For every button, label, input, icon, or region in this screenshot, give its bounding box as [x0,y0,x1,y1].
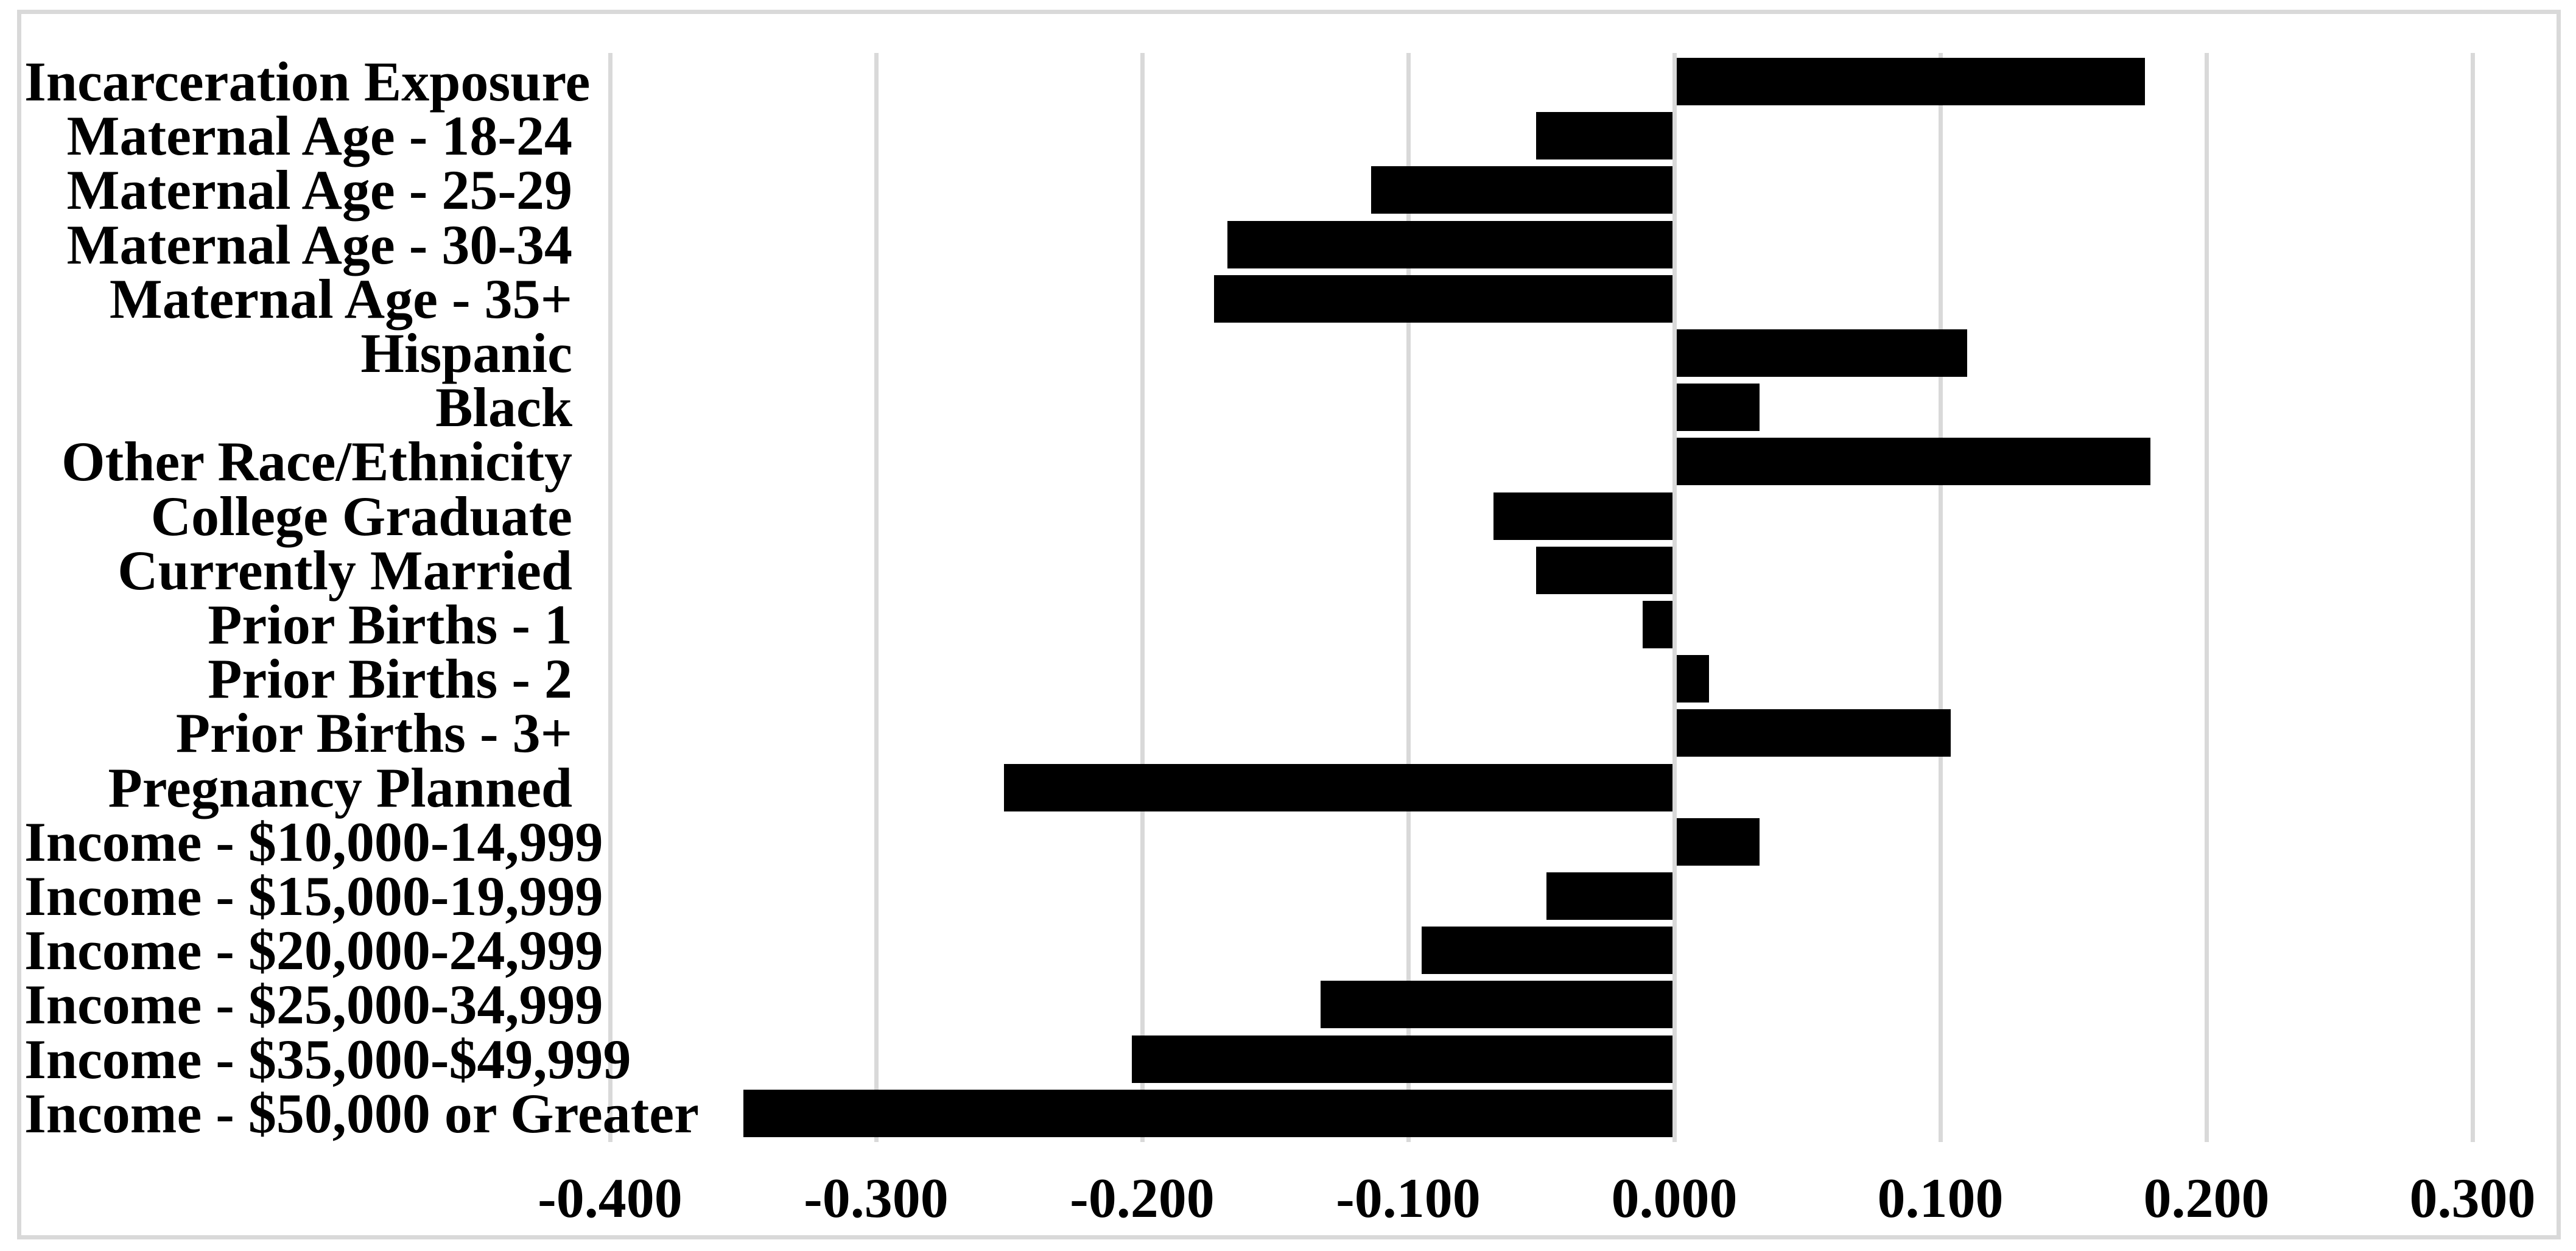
category-label: Maternal Age - 25-29 [66,159,572,222]
category-label: Currently Married [118,539,572,601]
x-tick-label: -0.400 [538,1167,683,1229]
bar [1535,546,1674,594]
category-label: Income - $10,000-14,999 [24,810,603,873]
bar [1674,818,1760,866]
bar [1674,709,1951,757]
x-tick-label: -0.100 [1336,1167,1481,1229]
category-label: Black [435,376,572,439]
chart-frame [17,10,2561,1239]
category-label: Income - $20,000-24,999 [24,919,603,982]
bar [1493,492,1674,540]
bar [1546,872,1674,920]
category-label: Maternal Age - 35+ [109,267,572,330]
gridline--0.100 [1406,53,1411,1142]
bar [1642,601,1674,648]
x-tick-label: -0.200 [1070,1167,1215,1229]
gridline-0.200 [2204,53,2209,1142]
x-tick-label: 0.100 [1877,1167,2004,1229]
category-label: College Graduate [150,485,572,547]
bar [1370,166,1674,214]
bar [1320,981,1674,1029]
gridline--0.200 [1140,53,1145,1142]
category-label: Income - $50,000 or Greater [24,1082,699,1144]
bar [1674,384,1760,432]
category-label: Incarceration Exposure [24,51,591,113]
bar [1003,763,1674,811]
gridline--0.300 [874,53,879,1142]
bar [1674,329,1967,377]
zero-axis-line [1672,53,1677,1142]
gridline--0.400 [608,53,612,1142]
bar [1674,655,1709,703]
gridline-0.300 [2470,53,2475,1142]
category-label: Maternal Age - 18-24 [66,105,572,167]
gridline-0.100 [1938,53,1943,1142]
category-label: Hispanic [360,322,572,384]
category-label: Other Race/Ethnicity [61,430,572,493]
category-label: Income - $15,000-19,999 [24,865,603,927]
category-label: Prior Births - 1 [208,594,572,656]
bar [1421,927,1674,975]
x-tick-label: -0.300 [804,1167,949,1229]
bar [1131,1035,1674,1083]
bar [1674,438,2151,486]
x-tick-label: 0.000 [1611,1167,1738,1229]
bar [743,1089,1674,1137]
category-label: Pregnancy Planned [108,756,572,819]
category-label: Income - $25,000-34,999 [24,973,603,1036]
category-label: Prior Births - 2 [208,648,572,710]
bar [1213,275,1674,323]
x-tick-label: 0.200 [2143,1167,2270,1229]
category-label: Income - $35,000-$49,999 [24,1028,631,1090]
bar [1535,112,1674,160]
bar [1227,220,1674,268]
category-label: Prior Births - 3+ [175,702,572,765]
category-label: Maternal Age - 30-34 [66,213,572,276]
x-tick-label: 0.300 [2409,1167,2536,1229]
bar [1674,58,2146,105]
